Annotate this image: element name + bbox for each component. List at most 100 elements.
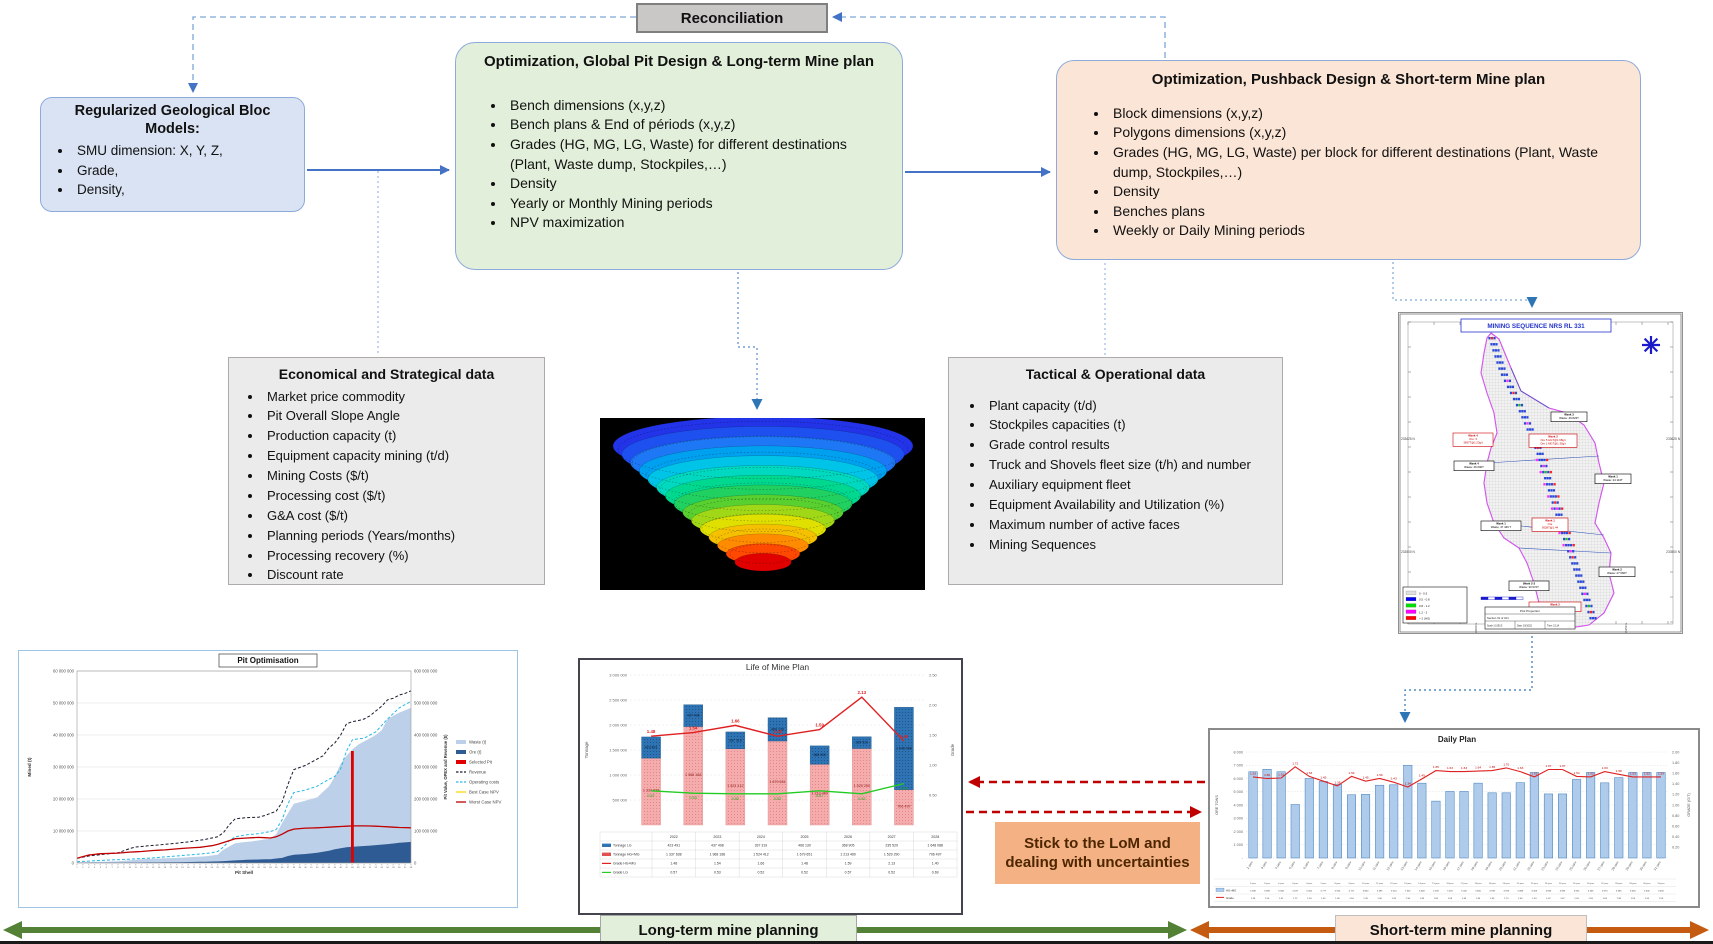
svg-text:1.63: 1.63 (1603, 898, 1608, 900)
bullet-item: Block dimensions (x,y,z) (1109, 104, 1614, 124)
svg-text:7 000: 7 000 (1233, 764, 1243, 768)
svg-text:1.48: 1.48 (801, 862, 808, 866)
bullet-item: Polygons dimensions (x,y,z) (1109, 123, 1614, 143)
svg-text:Pt: Pt (176, 863, 178, 866)
longterm-optimization-box: Optimization, Global Pit Design & Long-t… (455, 42, 903, 270)
svg-text:1.65: 1.65 (1433, 765, 1439, 769)
svg-text:6: 6 (106, 867, 108, 869)
svg-text:17: 17 (170, 867, 173, 869)
svg-text:4-janv: 4-janv (1274, 860, 1282, 870)
svg-text:Waste: 27 660T: Waste: 27 660T (1607, 571, 1627, 575)
svg-text:25-janv: 25-janv (1573, 883, 1581, 885)
svg-text:Pt: Pt (393, 863, 395, 866)
svg-text:Daily Plan: Daily Plan (1438, 735, 1476, 744)
svg-text:47: 47 (345, 867, 348, 869)
svg-text:29-janv: 29-janv (1629, 883, 1637, 885)
svg-text:Worst Case NPV: Worst Case NPV (469, 800, 502, 805)
svg-text:> 2 (HG): > 2 (HG) (1419, 617, 1430, 621)
svg-text:3: 3 (88, 867, 90, 869)
svg-text:Pit Shell: Pit Shell (235, 870, 253, 875)
svg-text:1 968 168: 1 968 168 (710, 853, 726, 857)
mining-sequence-map-drawing: MINING SEQUENCE NRS RL 331 233625 N 233625… (1399, 313, 1682, 635)
svg-text:56: 56 (398, 867, 401, 869)
short-term-planning-text: Short-term mine planning (1369, 922, 1553, 939)
svg-text:28: 28 (234, 867, 237, 869)
svg-text:6 696: 6 696 (1264, 891, 1270, 893)
svg-text:Week 2-3: Week 2-3 (1523, 581, 1536, 585)
svg-text:57: 57 (404, 867, 407, 869)
svg-text:MINING SEQUENCE NRS RL 331: MINING SEQUENCE NRS RL 331 (1487, 323, 1585, 330)
svg-text:1.65: 1.65 (1490, 898, 1495, 900)
svg-text:1.59: 1.59 (845, 862, 852, 866)
svg-text:1.63: 1.63 (1602, 766, 1608, 770)
svg-text:Pt: Pt (123, 863, 125, 866)
svg-text:12: 12 (140, 867, 143, 869)
svg-text:337 319: 337 319 (755, 844, 768, 848)
svg-text:8-janv: 8-janv (1330, 860, 1338, 870)
svg-text:400 000 000: 400 000 000 (414, 732, 438, 737)
svg-text:100 000 000: 100 000 000 (414, 828, 438, 833)
svg-text:Pt: Pt (152, 863, 154, 866)
svg-text:1.40: 1.40 (932, 862, 939, 866)
geological-models-title: Regularized Geological Bloc Models: (74, 103, 271, 138)
svg-text:1.58: 1.58 (1616, 769, 1622, 773)
svg-text:16-janv: 16-janv (1442, 860, 1451, 871)
svg-text:1.43: 1.43 (1392, 898, 1397, 900)
svg-text:1.67: 1.67 (1559, 764, 1565, 768)
svg-text:0.52: 0.52 (858, 797, 865, 801)
svg-text:ORE TONS: ORE TONS (1215, 795, 1219, 815)
svg-text:1.43: 1.43 (1391, 777, 1397, 781)
svg-text:1.50: 1.50 (929, 732, 938, 737)
bullet-item: Market price commodity (263, 387, 536, 407)
svg-text:1.49: 1.49 (1419, 774, 1425, 778)
svg-text:2.13: 2.13 (888, 862, 895, 866)
svg-text:19: 19 (181, 867, 184, 869)
svg-text:Tonnage HG+MG: Tonnage HG+MG (613, 853, 640, 857)
svg-text:Grade: Grade (950, 743, 955, 756)
svg-text:Week 2: Week 2 (1550, 602, 1560, 606)
life-of-mine-plot: 500 000 1 000 000 1 500 000 2 000 000 2 500 … (584, 662, 958, 878)
long-term-planning-text: Long-term mine planning (638, 922, 819, 939)
svg-text:10-janv: 10-janv (1362, 883, 1370, 885)
svg-text:1.60: 1.60 (1672, 772, 1679, 776)
svg-text:1.49: 1.49 (1420, 898, 1425, 900)
svg-text:0: 0 (72, 860, 75, 865)
svg-text:5 000: 5 000 (1233, 790, 1243, 794)
svg-text:Pt: Pt (340, 863, 342, 866)
svg-text:27-janv: 27-janv (1597, 860, 1606, 871)
svg-text:-: - (1242, 856, 1244, 860)
svg-text:Pt: Pt (76, 863, 78, 866)
svg-text:1.00: 1.00 (1672, 803, 1679, 807)
svg-text:200 000 000: 200 000 000 (414, 796, 438, 801)
reconciliation-box: Reconciliation (636, 3, 828, 33)
svg-text:38: 38 (293, 867, 296, 869)
economical-data-list: Market price commodityPit Overall Slope … (237, 387, 536, 586)
svg-text:14-janv: 14-janv (1418, 883, 1426, 885)
svg-text:30: 30 (246, 867, 249, 869)
svg-text:37: 37 (287, 867, 290, 869)
shortterm-optimization-title: Optimization, Pushback Design & Short-te… (1151, 71, 1546, 88)
bullet-item: Processing cost ($/t) (263, 486, 536, 506)
svg-text:Pt: Pt (322, 863, 324, 866)
svg-text:Week 1: Week 1 (1496, 521, 1506, 525)
svg-text:235 529: 235 529 (885, 844, 898, 848)
svg-text:50: 50 (363, 867, 366, 869)
svg-text:0: 0 (414, 860, 417, 865)
bullet-item: Density, (73, 180, 298, 200)
svg-text:Selected Pit: Selected Pit (469, 760, 493, 765)
svg-text:20 000 000: 20 000 000 (53, 796, 75, 801)
svg-text:26-janv: 26-janv (1587, 883, 1595, 885)
svg-text:1.34: 1.34 (1405, 781, 1411, 785)
svg-text:Waste: 24 110T: Waste: 24 110T (1603, 478, 1623, 482)
daily-plan-chart: - 1 000 2 000 3 000 4 000 5 000 6 000 7 000 8 00… (1208, 728, 1700, 908)
svg-text:32: 32 (257, 867, 260, 869)
long-term-planning-label: Long-term mine planning (600, 915, 857, 944)
svg-text:Life of Mine Plan: Life of Mine Plan (746, 662, 810, 672)
svg-text:HG+MG: HG+MG (1226, 889, 1236, 893)
svg-text:15: 15 (158, 867, 161, 869)
svg-text:0.52: 0.52 (888, 871, 895, 875)
svg-text:1.54: 1.54 (689, 726, 698, 731)
svg-text:1.64: 1.64 (1475, 766, 1481, 770)
svg-text:2.13: 2.13 (858, 690, 867, 695)
svg-text:2-janv: 2-janv (1250, 883, 1257, 885)
